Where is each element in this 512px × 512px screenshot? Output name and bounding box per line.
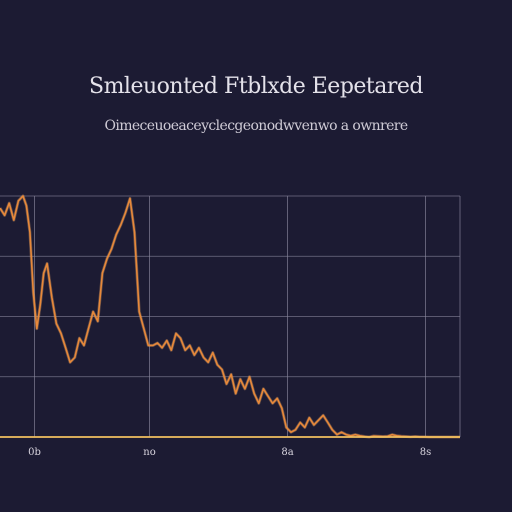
x-tick-label-1: no (143, 447, 155, 458)
x-tick-label-0: 0b (28, 447, 41, 458)
x-tick-label-2: 8a (281, 447, 293, 458)
chart-title: Smleuonted Ftblxde Eepetared (89, 74, 424, 99)
tick-label-layer: 0b no 8a 8s (28, 447, 431, 458)
grid-layer (0, 195, 461, 437)
x-tick-label-3: 8s (420, 447, 432, 458)
chart-subtitle: Oimeceuoeaceyclecgeonodwvenwo a ownrere (104, 118, 408, 134)
